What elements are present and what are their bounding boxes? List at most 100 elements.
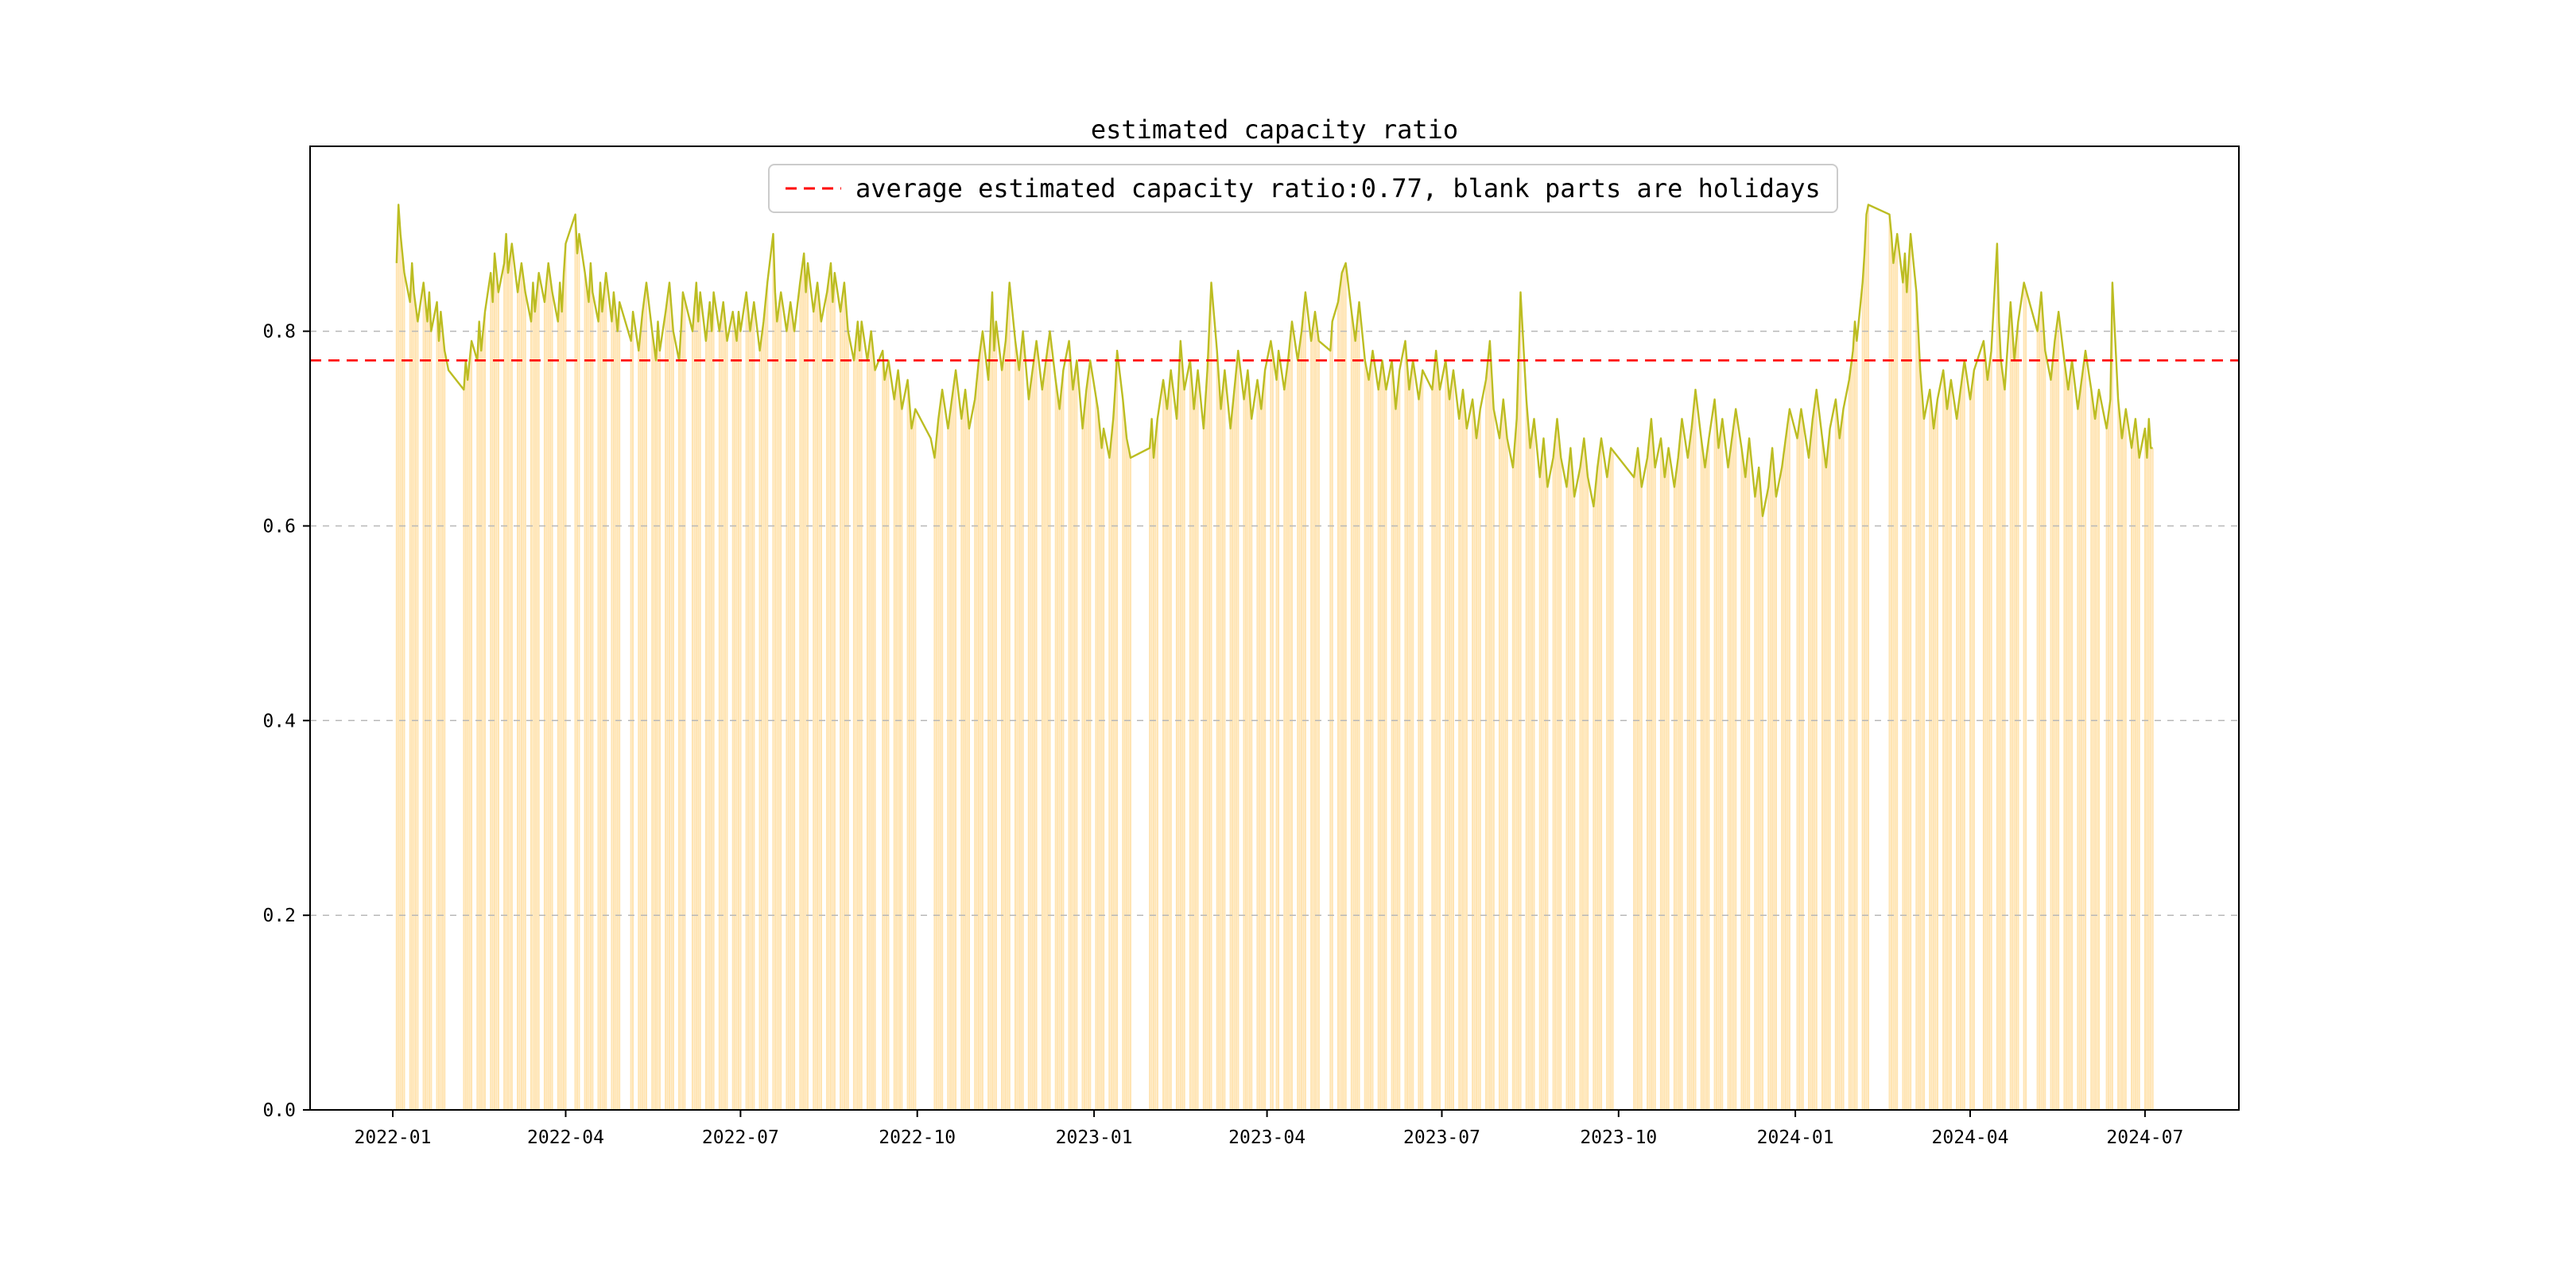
bar [1181,365,1184,1110]
bar [615,312,617,1111]
bar [1224,370,1226,1111]
bar [749,331,751,1111]
bar [2085,351,2087,1111]
bar [2120,438,2123,1110]
bar [1837,418,1839,1110]
bar [1538,477,1541,1110]
bar [1923,418,1926,1110]
bar [1903,253,1906,1111]
bar [829,262,832,1110]
bar [2146,457,2148,1110]
bar [1343,268,1345,1110]
bar [1598,452,1600,1110]
bar [1894,248,1896,1110]
bar [463,390,465,1111]
bar [1762,516,1764,1110]
bar [491,301,494,1110]
bar [1946,409,1949,1110]
bar [1735,409,1737,1110]
bar [1095,397,1097,1110]
bar [592,292,594,1111]
bar [497,292,499,1111]
bar [726,340,728,1110]
bar [933,457,936,1110]
bar [480,351,483,1111]
bar [1256,379,1259,1110]
bar [1485,379,1488,1110]
bar [549,277,552,1110]
bar [1986,379,1988,1110]
bar [1368,379,1370,1110]
bar [1704,467,1706,1110]
bar [1301,331,1303,1111]
bar [1437,370,1439,1111]
bar [2069,374,2071,1110]
bar [1057,394,1059,1110]
bar [2013,360,2015,1110]
bar [1773,472,1775,1110]
bar [866,360,868,1110]
bar [1759,491,1762,1110]
bar [895,384,898,1110]
bar [981,331,983,1111]
bar [1936,399,1938,1110]
bar [1356,321,1359,1110]
x-tick-label: 2024-01 [1757,1127,1834,1148]
bar [1934,413,1937,1110]
bar [1728,452,1731,1110]
bar [1677,457,1679,1110]
bar [1218,379,1220,1110]
x-tick-label: 2023-07 [1403,1127,1480,1148]
bar [1635,462,1637,1110]
bar [1404,340,1406,1110]
bar [1650,418,1652,1110]
bar [1166,409,1168,1110]
bar [2081,379,2083,1110]
bar [1515,418,1518,1110]
bar [882,351,884,1111]
bar [2090,390,2093,1111]
bar [2065,374,2067,1110]
bar [2105,429,2108,1110]
bar [425,301,427,1110]
bar [2094,418,2097,1110]
bar [1339,287,1341,1110]
bar [1406,365,1408,1110]
bar [1781,467,1783,1110]
bar [949,413,951,1110]
bar [828,277,830,1110]
bar [1297,360,1299,1110]
bar [1600,438,1603,1110]
bar [1705,452,1708,1110]
bar [2147,418,2150,1110]
bar [1567,467,1569,1110]
bar [2042,321,2044,1110]
bar [533,312,536,1111]
bar [506,273,509,1111]
bar [1596,467,1599,1110]
bar [490,273,492,1111]
bar [414,307,417,1110]
bar [1316,326,1318,1110]
bar [2136,438,2139,1110]
bar [1354,340,1356,1110]
bar [1998,321,2000,1110]
bar [520,262,522,1110]
bar [1027,399,1030,1110]
bar [532,282,534,1110]
x-axis: 2022-01 2022-04 2022-07 2022-10 2023-01 2023-… [355,1110,2183,1148]
bar [868,346,871,1110]
bar [1558,438,1560,1110]
bar [1593,506,1595,1110]
bar [551,292,553,1111]
bar [395,262,398,1110]
bar [1713,399,1716,1110]
bar [833,273,836,1111]
bar [1944,390,1946,1111]
x-tick-label: 2022-10 [879,1127,956,1148]
bar [1906,292,1908,1111]
bar [1639,467,1641,1110]
bar [444,351,446,1111]
